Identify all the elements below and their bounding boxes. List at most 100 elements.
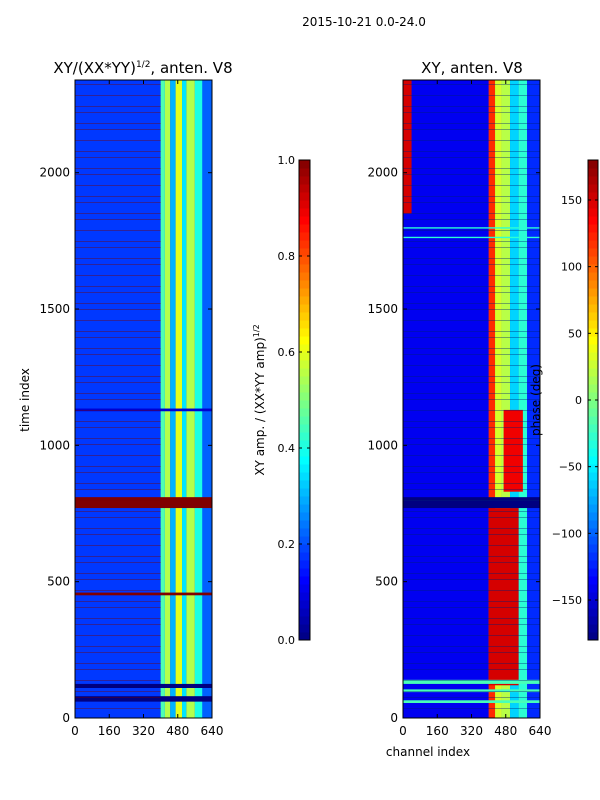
colorbar-segment bbox=[299, 296, 310, 305]
colorbar-segment bbox=[588, 480, 598, 489]
colorbar-segment bbox=[588, 520, 598, 529]
heatmap-stripe bbox=[403, 376, 540, 377]
heatmap-stripe bbox=[75, 652, 161, 653]
heatmap-stripe bbox=[75, 151, 161, 152]
heatmap-stripe bbox=[403, 309, 540, 310]
colorbar-segment bbox=[588, 424, 598, 433]
heatmap-stripe bbox=[403, 534, 540, 535]
heatmap-stripe bbox=[75, 303, 161, 304]
right-x-axis-label: channel index bbox=[386, 745, 470, 759]
heatmap-stripe bbox=[403, 601, 540, 602]
heatmap-stripe bbox=[75, 697, 161, 698]
y-tick-label: 1000 bbox=[39, 438, 70, 452]
colorbar-segment bbox=[588, 464, 598, 473]
heatmap-stripe bbox=[75, 106, 161, 107]
heatmap-stripe bbox=[403, 652, 540, 653]
colorbar-segment bbox=[588, 472, 598, 481]
heatmap-stripe bbox=[75, 680, 161, 681]
colorbar-segment bbox=[588, 256, 598, 265]
heatmap-stripe bbox=[403, 275, 540, 276]
heatmap-stripe bbox=[75, 393, 161, 394]
heatmap-stripe bbox=[403, 84, 540, 85]
colorbar-segment bbox=[299, 176, 310, 185]
heatmap-flag-row-0 bbox=[75, 683, 212, 689]
heatmap-stripe bbox=[403, 624, 540, 625]
colorbar-segment bbox=[299, 528, 310, 537]
heatmap-hot-region-0 bbox=[488, 508, 519, 686]
heatmap-stripe bbox=[403, 129, 540, 130]
heatmap-stripe bbox=[403, 517, 540, 518]
colorbar-segment bbox=[588, 296, 598, 305]
colorbar-segment bbox=[299, 160, 310, 169]
colorbar-segment bbox=[588, 224, 598, 233]
colorbar-segment bbox=[588, 392, 598, 401]
heatmap-stripe bbox=[75, 168, 161, 169]
colorbar-segment bbox=[299, 488, 310, 497]
heatmap-stripe bbox=[403, 669, 540, 670]
heatmap-stripe bbox=[403, 562, 540, 563]
heatmap-stripe bbox=[403, 410, 540, 411]
heatmap-stripe bbox=[403, 427, 540, 428]
heatmap-stripe bbox=[75, 331, 161, 332]
colorbar-segment bbox=[588, 440, 598, 449]
heatmap-stripe bbox=[75, 590, 161, 591]
heatmap-flag-row-4 bbox=[403, 236, 540, 239]
heatmap-stripe bbox=[403, 573, 540, 574]
heatmap-stripe bbox=[75, 213, 161, 214]
heatmap-stripe bbox=[75, 556, 161, 557]
colorbar-frame bbox=[298, 159, 311, 641]
colorbar-segment bbox=[299, 496, 310, 505]
colorbar-segment bbox=[588, 168, 598, 177]
heatmap-stripe bbox=[75, 534, 161, 535]
colorbar-segment bbox=[299, 256, 310, 265]
heatmap-stripe bbox=[75, 489, 161, 490]
colorbar-segment bbox=[299, 632, 310, 641]
heatmap-hot-region-1 bbox=[503, 409, 523, 492]
x-tick-label: 160 bbox=[98, 724, 121, 738]
heatmap-stripe bbox=[403, 691, 540, 692]
heatmap-stripe bbox=[403, 708, 540, 709]
heatmap-stripe bbox=[403, 286, 540, 287]
left-axes: 0 160 320 480 640 0 500 1000 1500 2000 bbox=[39, 79, 223, 738]
colorbar-segment bbox=[299, 360, 310, 369]
heatmap-stripe bbox=[403, 545, 540, 546]
colorbar-segment bbox=[588, 408, 598, 417]
colorbar-tick-label: 50 bbox=[568, 327, 582, 340]
heatmap-stripe bbox=[403, 455, 540, 456]
colorbar-segment bbox=[588, 496, 598, 505]
heatmap-stripe bbox=[75, 511, 161, 512]
right-plot-title: XY, anten. V8 bbox=[421, 59, 523, 77]
left-heatmap-cells bbox=[75, 80, 212, 718]
colorbar-segment bbox=[588, 592, 598, 601]
heatmap-stripe bbox=[75, 84, 161, 85]
colorbar-tick-label: −100 bbox=[552, 527, 582, 540]
heatmap-stripe bbox=[75, 129, 161, 130]
heatmap-stripe bbox=[403, 663, 540, 664]
heatmap-hot-row-0 bbox=[75, 497, 212, 509]
colorbar-segment bbox=[299, 192, 310, 201]
heatmap-band-5 bbox=[182, 80, 187, 718]
heatmap-stripe bbox=[403, 258, 540, 259]
colorbar-segment bbox=[588, 272, 598, 281]
heatmap-stripe bbox=[403, 112, 540, 113]
colorbar-segment bbox=[299, 600, 310, 609]
heatmap-stripe bbox=[403, 157, 540, 158]
colorbar-segment bbox=[299, 544, 310, 553]
x-tick-label: 640 bbox=[529, 724, 552, 738]
heatmap-stripe bbox=[403, 123, 540, 124]
heatmap-stripe bbox=[75, 376, 161, 377]
heatmap-stripe bbox=[75, 202, 161, 203]
heatmap-stripe bbox=[403, 444, 540, 445]
heatmap-stripe bbox=[75, 410, 161, 411]
colorbar-segment bbox=[588, 504, 598, 513]
heatmap-stripe bbox=[403, 472, 540, 473]
heatmap-stripe bbox=[75, 123, 161, 124]
colorbar-segment bbox=[299, 400, 310, 409]
colorbar-segment bbox=[588, 616, 598, 625]
colorbar-tick-label: −150 bbox=[552, 594, 582, 607]
colorbar-segment bbox=[588, 192, 598, 201]
heatmap-stripe bbox=[75, 483, 161, 484]
colorbar-segment bbox=[588, 432, 598, 441]
heatmap-stripe bbox=[403, 483, 540, 484]
colorbar-segment bbox=[588, 456, 598, 465]
